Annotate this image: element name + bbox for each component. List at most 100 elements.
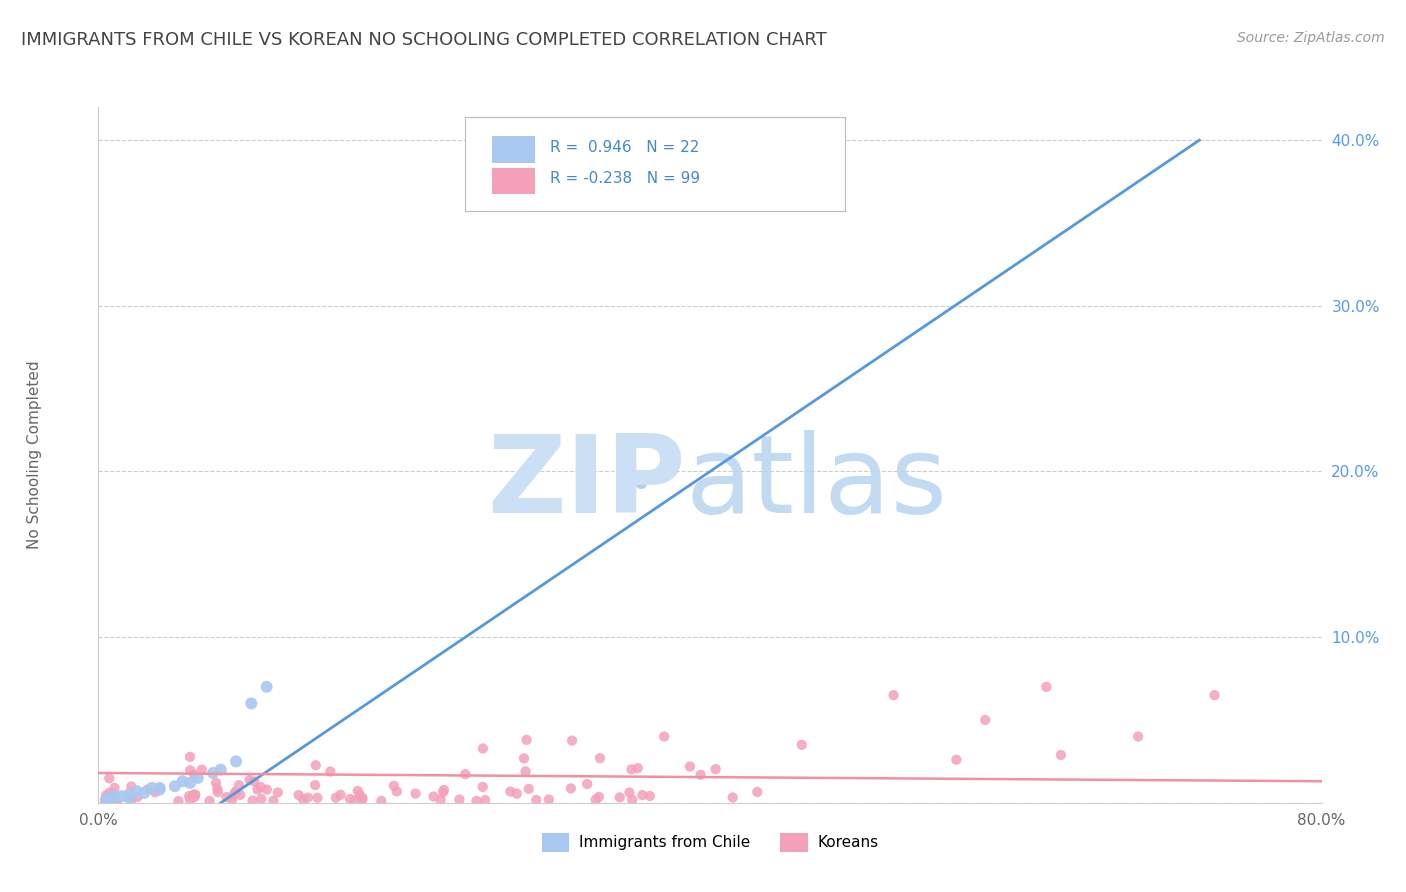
Point [221, 793, 243, 807]
Point [127, 789, 149, 804]
Point [319, 764, 342, 779]
Point [679, 759, 702, 773]
Point [513, 751, 536, 765]
Point [184, 788, 207, 802]
Text: Source: ZipAtlas.com: Source: ZipAtlas.com [1237, 31, 1385, 45]
Point [1128, 730, 1150, 744]
Point [136, 782, 159, 797]
FancyBboxPatch shape [492, 136, 536, 162]
Point [287, 788, 309, 802]
Point [134, 786, 156, 800]
Point [627, 761, 650, 775]
Point [619, 786, 641, 800]
Point [143, 785, 166, 799]
Point [589, 751, 612, 765]
Point [638, 789, 661, 803]
Point [292, 792, 315, 806]
Point [471, 780, 494, 794]
Point [202, 766, 225, 780]
Point [576, 777, 599, 791]
Text: atlas: atlas [686, 430, 948, 536]
Point [620, 762, 643, 776]
Point [537, 792, 560, 806]
Point [249, 780, 271, 794]
Point [499, 784, 522, 798]
Point [207, 781, 229, 796]
Text: ZIP: ZIP [486, 430, 686, 536]
Point [149, 780, 172, 795]
FancyBboxPatch shape [465, 118, 845, 211]
Point [385, 784, 408, 798]
Point [94, 792, 117, 806]
Point [163, 779, 186, 793]
Point [198, 794, 221, 808]
Text: R = -0.238   N = 99: R = -0.238 N = 99 [550, 171, 700, 186]
Point [228, 778, 250, 792]
Point [242, 794, 264, 808]
Point [172, 774, 194, 789]
Point [382, 779, 405, 793]
Point [432, 785, 454, 799]
Text: No Schooling Completed: No Schooling Completed [27, 360, 42, 549]
Point [183, 789, 205, 804]
Point [585, 792, 607, 806]
Point [179, 764, 201, 778]
FancyBboxPatch shape [492, 168, 536, 194]
Point [125, 784, 148, 798]
Point [243, 774, 266, 789]
Point [609, 790, 631, 805]
Point [524, 793, 547, 807]
Point [1204, 688, 1226, 702]
Point [631, 788, 654, 802]
Point [790, 738, 813, 752]
Point [506, 787, 529, 801]
Point [474, 793, 496, 807]
Point [883, 688, 905, 702]
Point [239, 772, 262, 787]
Point [433, 783, 456, 797]
Point [141, 780, 163, 795]
Point [187, 771, 209, 785]
Point [721, 790, 744, 805]
Point [652, 730, 675, 744]
Point [225, 755, 247, 769]
Point [98, 791, 121, 805]
Point [517, 781, 540, 796]
Point [103, 780, 125, 795]
Point [267, 785, 290, 799]
Point [94, 789, 117, 803]
Point [405, 787, 427, 801]
Point [103, 789, 125, 804]
Point [149, 782, 172, 797]
Point [352, 791, 374, 805]
Point [304, 778, 326, 792]
Legend: Immigrants from Chile, Koreans: Immigrants from Chile, Koreans [536, 827, 884, 858]
Point [103, 792, 125, 806]
Point [98, 791, 121, 805]
Point [94, 794, 117, 808]
Point [215, 790, 238, 805]
Point [177, 789, 200, 803]
Point [352, 791, 374, 805]
Text: R =  0.946   N = 22: R = 0.946 N = 22 [550, 140, 699, 155]
Point [120, 793, 142, 807]
Point [224, 786, 246, 800]
Point [207, 785, 229, 799]
Point [103, 790, 125, 805]
Point [179, 792, 201, 806]
Point [339, 792, 361, 806]
Point [370, 794, 392, 808]
Point [209, 763, 232, 777]
Point [449, 792, 471, 806]
Point [561, 733, 583, 747]
Point [98, 786, 121, 800]
Point [329, 788, 352, 802]
Point [471, 741, 494, 756]
Point [689, 768, 711, 782]
Point [240, 697, 263, 711]
Point [98, 772, 121, 786]
Point [588, 789, 610, 804]
Point [454, 767, 477, 781]
Point [250, 792, 273, 806]
Point [262, 794, 284, 808]
